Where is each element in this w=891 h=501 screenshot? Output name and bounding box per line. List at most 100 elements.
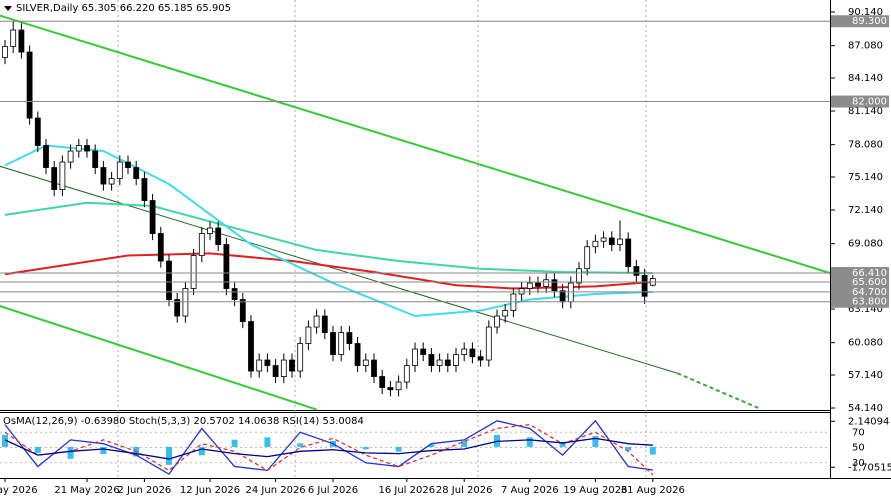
candle-body — [453, 354, 459, 366]
candle-body — [198, 233, 205, 256]
candle-body — [18, 29, 25, 53]
x-tick-label: 28 Jul 2026 — [436, 485, 493, 496]
candle-body — [625, 238, 632, 267]
osma-bar — [198, 446, 205, 456]
candle-body — [576, 268, 582, 284]
candle-body — [379, 376, 386, 388]
indicator-line — [4, 423, 654, 476]
y-tick-label: 84.140 — [848, 73, 883, 84]
candle-body — [559, 290, 566, 303]
candle-body — [412, 348, 418, 366]
y-tick-label: 30 — [852, 458, 865, 469]
osma-bar — [67, 446, 74, 459]
y-tick-label: 63.140 — [848, 304, 883, 315]
level-label-box — [831, 95, 889, 108]
level-label: 66.410 — [852, 268, 887, 279]
candle-body — [280, 359, 287, 377]
candle-body — [567, 282, 574, 303]
candle-body — [149, 200, 156, 234]
x-tick-label: 31 Aug 2026 — [621, 485, 685, 496]
candle-body — [84, 145, 90, 152]
candle-body — [34, 117, 41, 146]
osma-bar — [526, 437, 533, 447]
osma-bar — [362, 446, 369, 450]
candle-body — [387, 387, 394, 391]
candle-body — [494, 315, 500, 328]
candle-body — [26, 51, 33, 119]
candle-body — [420, 348, 427, 355]
candle-body — [75, 145, 82, 152]
candle-body — [59, 161, 66, 190]
candle-body — [297, 343, 304, 372]
level-label: 64.700 — [852, 287, 887, 298]
chart-title: SILVER,Daily 65.305 66.220 65.185 65.905 — [16, 3, 231, 14]
x-tick-label: 6 Jul 2026 — [308, 485, 358, 496]
candle-body — [272, 365, 279, 377]
candle-body — [157, 233, 164, 262]
y-tick-label: 81.140 — [848, 106, 883, 117]
candle-body — [535, 282, 541, 287]
candle-body — [10, 29, 17, 47]
level-label-box — [831, 295, 889, 308]
osma-bar — [297, 443, 304, 447]
level-label: 82.000 — [852, 97, 887, 108]
candle-body — [502, 310, 509, 317]
y2-tick-label: -1.70515 — [848, 462, 891, 473]
x-tick-label: 21 May 2026 — [54, 485, 119, 496]
trend-line — [677, 372, 760, 410]
osma-bar — [231, 439, 238, 447]
candle-body — [485, 326, 492, 361]
candle-body — [264, 359, 271, 366]
candle-body — [67, 150, 74, 163]
candle-body — [305, 326, 312, 344]
y-tick-label: 75.140 — [848, 172, 883, 183]
candle-body — [223, 244, 230, 289]
y-tick-label: 78.080 — [848, 140, 883, 151]
trend-line — [0, 305, 317, 410]
candle-body — [141, 178, 148, 201]
candle-body — [354, 343, 361, 366]
candle-body — [403, 365, 410, 383]
y-tick-label: 69.080 — [848, 239, 883, 250]
osma-bar — [395, 446, 402, 452]
osma-bar — [166, 446, 172, 465]
candle-body — [584, 246, 591, 270]
osma-bar — [2, 434, 8, 447]
indicator-line — [4, 437, 653, 460]
x-tick-label: 24 Jun 2026 — [246, 485, 306, 496]
indicator-line — [4, 419, 653, 476]
candle-body — [174, 299, 181, 317]
osma-bar — [592, 436, 599, 447]
candle-body — [239, 299, 246, 322]
price-plot — [0, 14, 830, 410]
candle-body — [444, 359, 451, 366]
level-label-box — [831, 285, 889, 298]
x-tick-label: 12 Jun 2026 — [180, 485, 240, 496]
x-tick-label: 2 Jun 2026 — [118, 485, 172, 496]
candle-body — [100, 167, 107, 185]
candle-body — [477, 356, 484, 361]
x-tick-label: 11 May 2026 — [0, 485, 38, 496]
candle-body — [461, 348, 468, 355]
level-label: 89.300 — [852, 16, 887, 27]
y-tick-label: 54.140 — [848, 403, 883, 414]
candle-body — [231, 288, 238, 300]
candle-body — [289, 359, 295, 372]
candle-body — [2, 46, 8, 58]
candle-body — [395, 381, 402, 391]
candle-body — [182, 288, 189, 317]
candle-body — [518, 288, 525, 295]
osma-bar — [461, 440, 468, 447]
level-label-box — [831, 15, 889, 28]
x-tick-label: 19 Aug 2026 — [563, 485, 627, 496]
y-tick-label: 70 — [852, 427, 865, 438]
candle-body — [510, 293, 517, 311]
osma-bar — [100, 446, 107, 455]
candle-body — [469, 348, 476, 358]
candle-body — [215, 227, 222, 245]
candle-body — [207, 227, 213, 234]
candle-body — [321, 315, 328, 333]
candle-body — [526, 282, 533, 289]
